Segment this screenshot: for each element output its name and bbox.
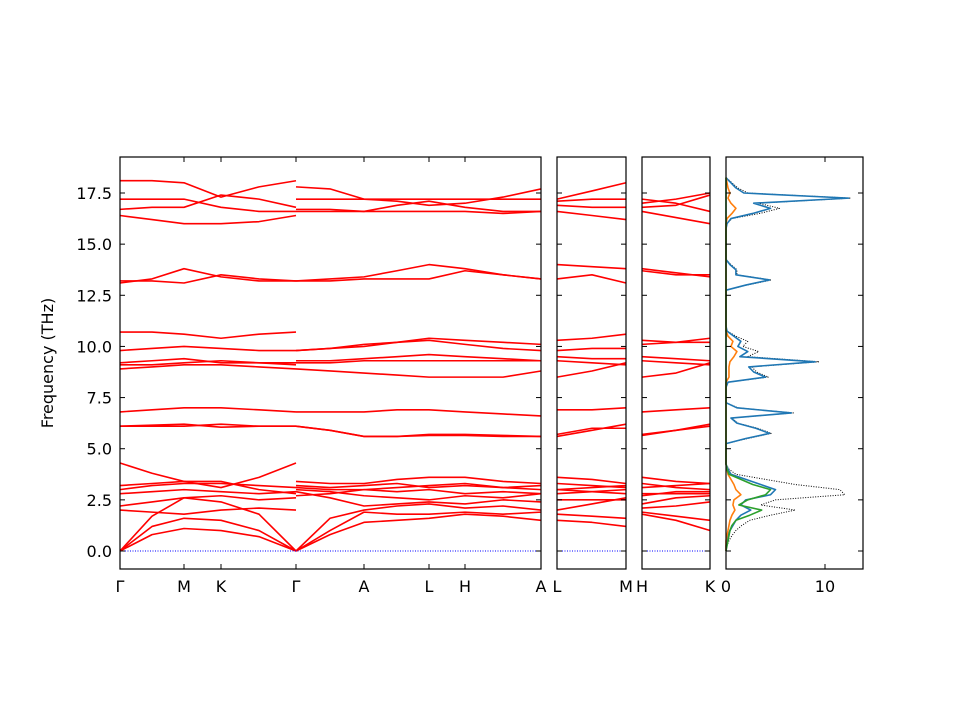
band-line [641, 501, 711, 509]
x-tick-label: H [636, 577, 648, 596]
band-line [556, 484, 627, 491]
panel-frame [556, 156, 627, 570]
y-tick-label: 0.0 [87, 542, 112, 561]
band-line [119, 476, 542, 495]
band-line [119, 511, 542, 552]
band-line [120, 353, 542, 366]
band-line [556, 513, 627, 520]
band-line [119, 486, 542, 495]
dos-line [725, 177, 772, 552]
panel-frame [119, 156, 542, 570]
x-tick-label: 10 [815, 577, 835, 596]
band-line [556, 182, 627, 200]
band-line [556, 204, 626, 209]
band-line [556, 347, 626, 352]
band-line [641, 359, 711, 366]
band-line [641, 192, 711, 205]
band-line [119, 423, 542, 438]
band-line [556, 355, 626, 360]
band-line [641, 339, 710, 344]
band-line [119, 210, 542, 225]
band-line [641, 407, 711, 413]
band-line [556, 210, 627, 221]
band-line [641, 423, 711, 436]
band-line [119, 462, 542, 497]
band-line [641, 362, 711, 378]
band-line [556, 333, 627, 342]
x-tick-label: M [619, 577, 633, 596]
y-tick-label: 2.5 [87, 491, 112, 510]
dos-line [725, 177, 742, 551]
band-line [120, 331, 542, 352]
band-line [556, 476, 627, 485]
y-tick-label: 15.0 [76, 235, 112, 254]
x-tick-label: K [216, 577, 227, 596]
band-line [556, 423, 627, 438]
band-line [641, 198, 711, 213]
band-line [641, 513, 711, 532]
x-tick-label: M [177, 577, 191, 596]
band-line [556, 488, 627, 495]
x-tick-label: Γ [292, 577, 301, 596]
band-line [556, 359, 627, 366]
band-line [119, 364, 542, 378]
band-line [556, 263, 627, 270]
x-tick-label: Γ [116, 577, 125, 596]
x-tick-label: A [536, 577, 547, 596]
x-tick-label: L [425, 577, 434, 596]
x-tick-label: 0 [721, 577, 731, 596]
band-line [119, 194, 541, 213]
band-line [119, 497, 542, 552]
x-tick-label: H [459, 577, 471, 596]
y-tick-label: 10.0 [76, 337, 112, 356]
band-line [641, 267, 711, 278]
panel-frame [641, 156, 711, 570]
band-line [556, 362, 627, 378]
band-line [120, 269, 542, 284]
panel-frame [725, 156, 864, 570]
y-tick-label: 12.5 [76, 286, 112, 305]
band-line [120, 179, 541, 200]
dos-line [725, 177, 850, 551]
band-line [556, 274, 627, 284]
band-line [641, 482, 711, 489]
x-tick-label: K [705, 577, 716, 596]
band-line [641, 269, 710, 276]
x-tick-label: L [553, 577, 562, 596]
band-line [641, 194, 711, 209]
band-line [119, 490, 542, 515]
band-line [641, 482, 711, 491]
y-tick-label: 17.5 [76, 184, 112, 203]
band-line [641, 494, 711, 505]
band-line [120, 186, 542, 213]
band-line [641, 210, 711, 225]
y-tick-label: 5.0 [87, 440, 112, 459]
band-line [641, 355, 711, 362]
y-tick-label: 7.5 [87, 389, 112, 408]
band-line [119, 513, 542, 552]
y-axis-label: Frequency (THz) [38, 298, 57, 428]
x-tick-label: A [359, 577, 370, 596]
band-line [641, 476, 711, 485]
band-line [641, 511, 711, 522]
band-line [556, 519, 627, 528]
band-line [557, 407, 627, 411]
band-line [556, 427, 626, 436]
band-line [119, 407, 542, 417]
band-line [556, 198, 626, 202]
